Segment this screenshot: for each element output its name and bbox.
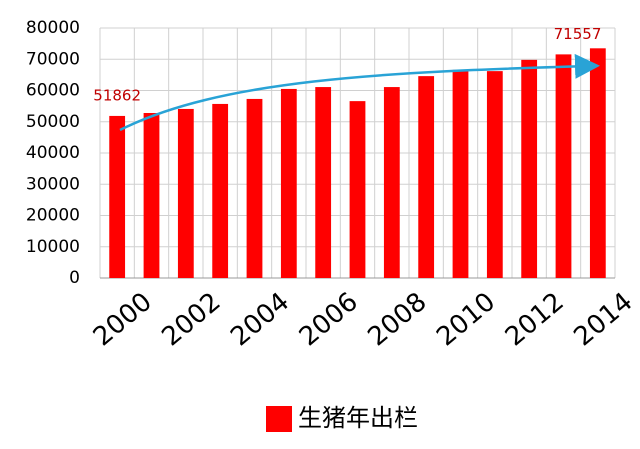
bar: [418, 76, 435, 278]
bar: [383, 87, 400, 278]
y-tick-label: 80000: [26, 18, 80, 38]
y-tick-label: 20000: [26, 206, 80, 226]
bar: [315, 87, 332, 278]
bar: [177, 108, 194, 278]
value-label: 51862: [93, 86, 141, 104]
bar: [212, 103, 229, 278]
bar: [521, 59, 538, 278]
x-tick-label: 2008: [363, 287, 433, 353]
bar: [486, 71, 503, 278]
y-tick-label: 0: [69, 268, 80, 288]
value-label: 71557: [554, 25, 602, 43]
bar: [246, 98, 263, 278]
bar: [555, 54, 572, 279]
trend-arrow: [119, 53, 600, 132]
y-tick-label: 50000: [26, 112, 80, 132]
legend-swatch: [266, 406, 292, 432]
bar: [349, 101, 366, 278]
x-tick-label: 2014: [569, 287, 639, 353]
x-tick-label: 2002: [157, 287, 227, 353]
bar: [143, 113, 160, 278]
y-tick-label: 40000: [26, 143, 80, 163]
legend-label: 生猪年出栏: [298, 404, 418, 432]
y-tick-label: 10000: [26, 237, 80, 257]
bar: [589, 48, 606, 278]
x-tick-label: 2006: [294, 287, 364, 353]
x-tick-label: 2004: [225, 287, 295, 353]
x-tick-label: 2012: [500, 287, 570, 353]
x-tick-label: 2010: [431, 287, 501, 353]
bar: [109, 115, 126, 279]
bar: [280, 88, 297, 278]
y-tick-label: 70000: [26, 49, 80, 69]
y-tick-label: 60000: [26, 81, 80, 101]
x-tick-label: 2000: [88, 287, 158, 353]
y-tick-label: 30000: [26, 174, 80, 194]
bar: [452, 69, 469, 278]
